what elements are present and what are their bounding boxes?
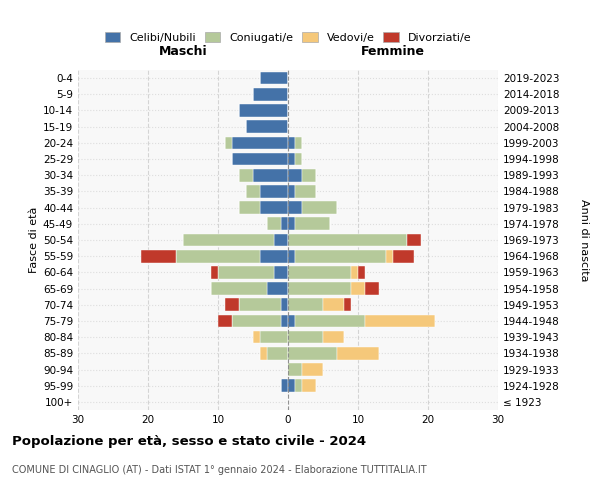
- Bar: [288, 185, 295, 198]
- Bar: [351, 282, 365, 295]
- Bar: [239, 104, 288, 117]
- Bar: [218, 314, 232, 328]
- Bar: [323, 298, 344, 311]
- Bar: [323, 331, 344, 344]
- Bar: [260, 185, 288, 198]
- Bar: [267, 218, 281, 230]
- Bar: [295, 152, 302, 166]
- Bar: [211, 266, 218, 278]
- Bar: [288, 363, 302, 376]
- Bar: [274, 266, 288, 278]
- Bar: [295, 185, 316, 198]
- Bar: [386, 250, 393, 262]
- Bar: [351, 266, 358, 278]
- Bar: [295, 218, 330, 230]
- Bar: [183, 234, 274, 246]
- Legend: Celibi/Nubili, Coniugati/e, Vedovi/e, Divorziati/e: Celibi/Nubili, Coniugati/e, Vedovi/e, Di…: [100, 28, 476, 48]
- Bar: [260, 331, 288, 344]
- Text: Popolazione per età, sesso e stato civile - 2024: Popolazione per età, sesso e stato civil…: [12, 435, 366, 448]
- Bar: [288, 234, 407, 246]
- Bar: [288, 218, 295, 230]
- Bar: [288, 266, 351, 278]
- Bar: [253, 88, 288, 101]
- Bar: [302, 363, 323, 376]
- Bar: [232, 152, 288, 166]
- Bar: [295, 250, 386, 262]
- Bar: [239, 169, 253, 181]
- Bar: [288, 380, 295, 392]
- Bar: [211, 282, 267, 295]
- Bar: [260, 202, 288, 214]
- Bar: [246, 185, 260, 198]
- Bar: [253, 169, 288, 181]
- Bar: [141, 250, 176, 262]
- Bar: [281, 380, 288, 392]
- Bar: [239, 202, 260, 214]
- Bar: [267, 347, 288, 360]
- Bar: [295, 136, 302, 149]
- Bar: [281, 298, 288, 311]
- Bar: [407, 234, 421, 246]
- Bar: [288, 136, 295, 149]
- Bar: [288, 331, 323, 344]
- Bar: [218, 266, 274, 278]
- Bar: [288, 298, 323, 311]
- Bar: [358, 266, 365, 278]
- Bar: [281, 218, 288, 230]
- Bar: [232, 314, 281, 328]
- Y-axis label: Fasce di età: Fasce di età: [29, 207, 39, 273]
- Bar: [302, 169, 316, 181]
- Bar: [232, 136, 288, 149]
- Bar: [239, 298, 281, 311]
- Bar: [288, 202, 302, 214]
- Bar: [302, 380, 316, 392]
- Bar: [393, 250, 414, 262]
- Y-axis label: Anni di nascita: Anni di nascita: [579, 198, 589, 281]
- Bar: [288, 282, 351, 295]
- Bar: [365, 282, 379, 295]
- Text: Maschi: Maschi: [158, 45, 208, 58]
- Bar: [260, 347, 267, 360]
- Bar: [225, 298, 239, 311]
- Bar: [295, 314, 365, 328]
- Bar: [260, 250, 288, 262]
- Text: COMUNE DI CINAGLIO (AT) - Dati ISTAT 1° gennaio 2024 - Elaborazione TUTTITALIA.I: COMUNE DI CINAGLIO (AT) - Dati ISTAT 1° …: [12, 465, 427, 475]
- Bar: [225, 136, 232, 149]
- Bar: [295, 380, 302, 392]
- Bar: [246, 120, 288, 133]
- Bar: [302, 202, 337, 214]
- Bar: [288, 347, 337, 360]
- Bar: [288, 169, 302, 181]
- Bar: [288, 314, 295, 328]
- Bar: [337, 347, 379, 360]
- Bar: [267, 282, 288, 295]
- Bar: [260, 72, 288, 85]
- Bar: [288, 250, 295, 262]
- Bar: [365, 314, 435, 328]
- Bar: [344, 298, 351, 311]
- Bar: [281, 314, 288, 328]
- Bar: [176, 250, 260, 262]
- Bar: [253, 331, 260, 344]
- Text: Femmine: Femmine: [361, 45, 425, 58]
- Bar: [288, 152, 295, 166]
- Bar: [274, 234, 288, 246]
